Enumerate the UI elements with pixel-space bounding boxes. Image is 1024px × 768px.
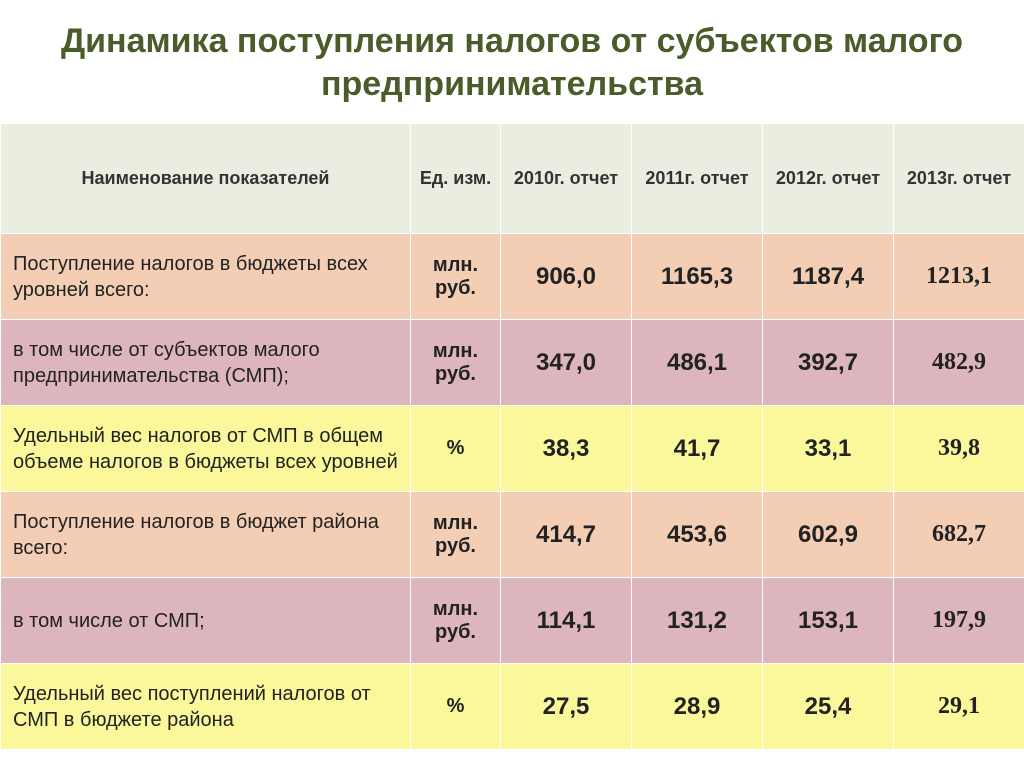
col-header-2013: 2013г. отчет: [894, 124, 1024, 234]
table-row: в том числе от субъектов малого предприн…: [1, 320, 1024, 406]
cell-value: 153,1: [763, 578, 894, 664]
cell-value: 131,2: [632, 578, 763, 664]
row-unit: млн. руб.: [411, 492, 501, 578]
table-body: Поступление налогов в бюджеты всех уровн…: [1, 234, 1024, 750]
row-label: Поступление налогов в бюджеты всех уровн…: [1, 234, 411, 320]
row-unit: млн. руб.: [411, 578, 501, 664]
col-header-2010: 2010г. отчет: [501, 124, 632, 234]
cell-value: 347,0: [501, 320, 632, 406]
table-row: в том числе от СМП; млн. руб. 114,1 131,…: [1, 578, 1024, 664]
cell-value: 41,7: [632, 406, 763, 492]
table-row: Поступление налогов в бюджет района всег…: [1, 492, 1024, 578]
table-row: Удельный вес налогов от СМП в общем объе…: [1, 406, 1024, 492]
row-unit: млн. руб.: [411, 320, 501, 406]
col-header-2011: 2011г. отчет: [632, 124, 763, 234]
col-header-unit: Ед. изм.: [411, 124, 501, 234]
cell-value: 114,1: [501, 578, 632, 664]
cell-value: 392,7: [763, 320, 894, 406]
row-unit: %: [411, 406, 501, 492]
data-table: Наименование показателей Ед. изм. 2010г.…: [0, 123, 1024, 750]
cell-value: 29,1: [894, 664, 1024, 750]
cell-value: 1165,3: [632, 234, 763, 320]
row-unit: млн. руб.: [411, 234, 501, 320]
row-label: Удельный вес поступлений налогов от СМП …: [1, 664, 411, 750]
page-title: Динамика поступления налогов от субъекто…: [0, 0, 1024, 123]
cell-value: 602,9: [763, 492, 894, 578]
cell-value: 482,9: [894, 320, 1024, 406]
row-label: в том числе от субъектов малого предприн…: [1, 320, 411, 406]
cell-value: 39,8: [894, 406, 1024, 492]
cell-value: 453,6: [632, 492, 763, 578]
cell-value: 414,7: [501, 492, 632, 578]
row-label: Удельный вес налогов от СМП в общем объе…: [1, 406, 411, 492]
col-header-name: Наименование показателей: [1, 124, 411, 234]
row-label: Поступление налогов в бюджет района всег…: [1, 492, 411, 578]
cell-value: 682,7: [894, 492, 1024, 578]
cell-value: 28,9: [632, 664, 763, 750]
cell-value: 1213,1: [894, 234, 1024, 320]
cell-value: 197,9: [894, 578, 1024, 664]
row-label: в том числе от СМП;: [1, 578, 411, 664]
cell-value: 25,4: [763, 664, 894, 750]
table-row: Поступление налогов в бюджеты всех уровн…: [1, 234, 1024, 320]
cell-value: 27,5: [501, 664, 632, 750]
cell-value: 486,1: [632, 320, 763, 406]
table-header-row: Наименование показателей Ед. изм. 2010г.…: [1, 124, 1024, 234]
table-row: Удельный вес поступлений налогов от СМП …: [1, 664, 1024, 750]
cell-value: 33,1: [763, 406, 894, 492]
row-unit: %: [411, 664, 501, 750]
cell-value: 38,3: [501, 406, 632, 492]
col-header-2012: 2012г. отчет: [763, 124, 894, 234]
slide: Динамика поступления налогов от субъекто…: [0, 0, 1024, 768]
cell-value: 1187,4: [763, 234, 894, 320]
cell-value: 906,0: [501, 234, 632, 320]
